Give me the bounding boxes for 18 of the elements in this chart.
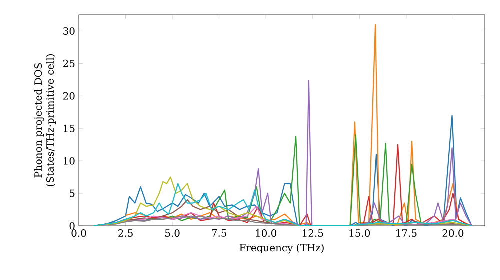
y-tick-label: 30 <box>64 27 75 35</box>
y-tick-label: 0 <box>70 222 75 230</box>
x-tick-label: 5.0 <box>165 230 180 238</box>
x-tick-label: 7.5 <box>212 230 226 237</box>
x-tick-label: 10.0 <box>256 230 277 238</box>
y-tick-label: 15 <box>64 124 75 132</box>
x-axis-title: Frequency (THz) <box>240 244 324 254</box>
y-axis-title: Phonon projected DOS (States/THz·primitive cell) <box>34 54 56 186</box>
x-tick-label: 0.0 <box>72 230 86 238</box>
x-tick-label: 15.0 <box>350 230 370 238</box>
x-tick-label: 12.5 <box>303 230 324 238</box>
x-tick-label: 2.5 <box>118 230 133 238</box>
x-tick-label: 20.0 <box>442 230 464 238</box>
y-tick-label: 20 <box>63 92 75 100</box>
x-tick-label: 17.5 <box>396 230 417 238</box>
y-tick-label: 25 <box>63 60 75 68</box>
y-tick-label: 5 <box>70 190 75 198</box>
y-tick-label: 10 <box>64 157 75 165</box>
